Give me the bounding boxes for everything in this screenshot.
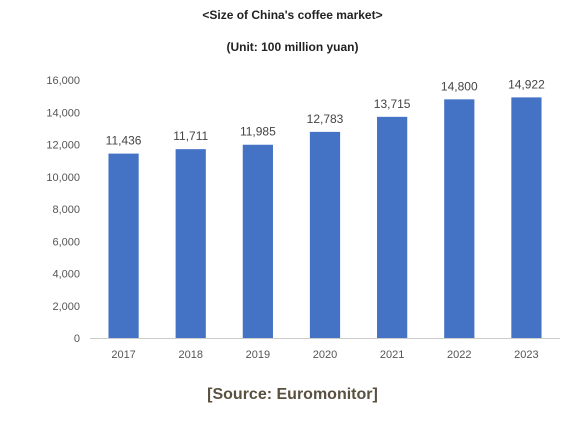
y-tick-label: 0 xyxy=(74,333,80,345)
x-tick-label: 2021 xyxy=(380,349,404,361)
data-label-2018: 11,711 xyxy=(173,129,208,143)
data-label-2022: 14,800 xyxy=(441,79,478,93)
bar-2019 xyxy=(242,144,273,338)
bar-2023 xyxy=(511,97,542,338)
bars: 11,436 11,711 11,985 12,783 13,715 14,800 14,9… xyxy=(106,77,545,338)
y-tick-label: 16,000 xyxy=(46,75,80,87)
data-label-2019: 11,985 xyxy=(240,125,276,139)
data-label-2023: 14,922 xyxy=(508,77,545,91)
bar-2021 xyxy=(377,116,408,338)
x-tick-label: 2020 xyxy=(313,349,337,361)
bar-2018 xyxy=(175,149,206,338)
y-tick-label: 10,000 xyxy=(46,172,80,184)
bar-2020 xyxy=(309,131,341,338)
y-tick-label: 6,000 xyxy=(52,236,80,248)
chart-title: <Size of China's coffee market> xyxy=(202,8,383,22)
y-axis: 0 2,000 4,000 6,000 8,000 10,000 12,000 14,000 1… xyxy=(46,75,80,345)
y-tick-label: 2,000 xyxy=(52,301,80,313)
y-tick-label: 4,000 xyxy=(52,269,80,281)
x-tick-label: 2017 xyxy=(111,349,135,361)
x-tick-label: 2023 xyxy=(514,349,538,361)
x-axis: 2017 2018 2019 2020 2021 2022 2023 xyxy=(111,349,538,361)
bar-2022 xyxy=(444,99,475,338)
data-label-2021: 13,715 xyxy=(374,97,411,111)
x-tick-label: 2018 xyxy=(178,349,202,361)
data-label-2020: 12,783 xyxy=(307,112,344,126)
source-note: [Source: Euromonitor] xyxy=(207,386,378,403)
y-tick-label: 12,000 xyxy=(46,140,80,152)
chart-subtitle: (Unit: 100 million yuan) xyxy=(226,40,359,54)
bar-chart: 0 2,000 4,000 6,000 8,000 10,000 12,000 14,000 1… xyxy=(46,75,560,361)
y-tick-label: 14,000 xyxy=(46,107,80,119)
x-tick-label: 2019 xyxy=(246,349,270,361)
bar-2017 xyxy=(108,153,139,338)
data-label-2017: 11,436 xyxy=(106,134,142,148)
y-tick-label: 8,000 xyxy=(52,204,80,216)
x-tick-label: 2022 xyxy=(447,349,471,361)
